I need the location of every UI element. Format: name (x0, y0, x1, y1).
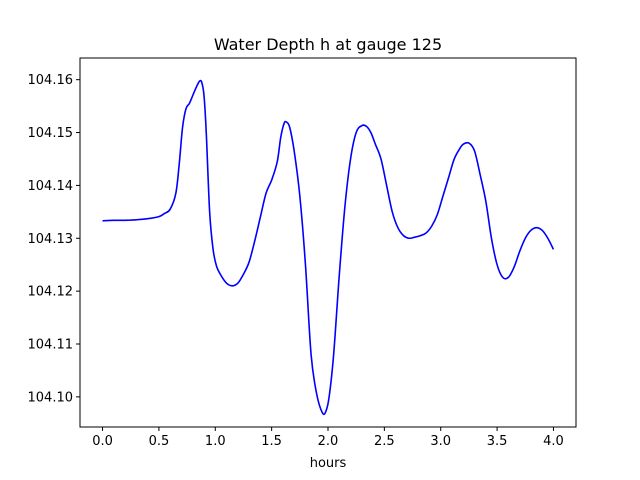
x-tick-label: 0.5 (149, 434, 170, 449)
x-tick-label: 3.5 (487, 434, 508, 449)
y-tick-label: 104.15 (28, 126, 74, 141)
y-tick-label: 104.13 (28, 232, 74, 247)
x-tick-label: 4.0 (543, 434, 564, 449)
x-tick-label: 1.0 (205, 434, 226, 449)
plot-area (79, 57, 577, 428)
x-tick-label: 3.0 (430, 434, 451, 449)
x-axis-ticks: 0.0 0.5 1.0 1.5 2.0 2.5 3.0 3.5 4.0 (92, 427, 564, 449)
series-line (102, 79, 555, 416)
chart-title: Water Depth h at gauge 125 (214, 35, 442, 54)
x-tick-label: 0.0 (92, 434, 113, 449)
y-tick-label: 104.12 (28, 285, 74, 300)
x-axis-label: hours (310, 456, 347, 471)
y-tick-label: 104.14 (28, 179, 74, 194)
y-tick-label: 104.16 (28, 73, 74, 88)
axes-frame (79, 57, 577, 428)
x-tick-label: 2.0 (318, 434, 339, 449)
y-tick-label: 104.10 (28, 390, 74, 405)
x-tick-label: 1.5 (261, 434, 282, 449)
x-tick-label: 2.5 (374, 434, 395, 449)
y-tick-label: 104.11 (28, 338, 74, 353)
y-axis-ticks: 104.10 104.11 104.12 104.13 104.14 104.15 104.… (28, 73, 80, 405)
series-layer (102, 79, 555, 416)
